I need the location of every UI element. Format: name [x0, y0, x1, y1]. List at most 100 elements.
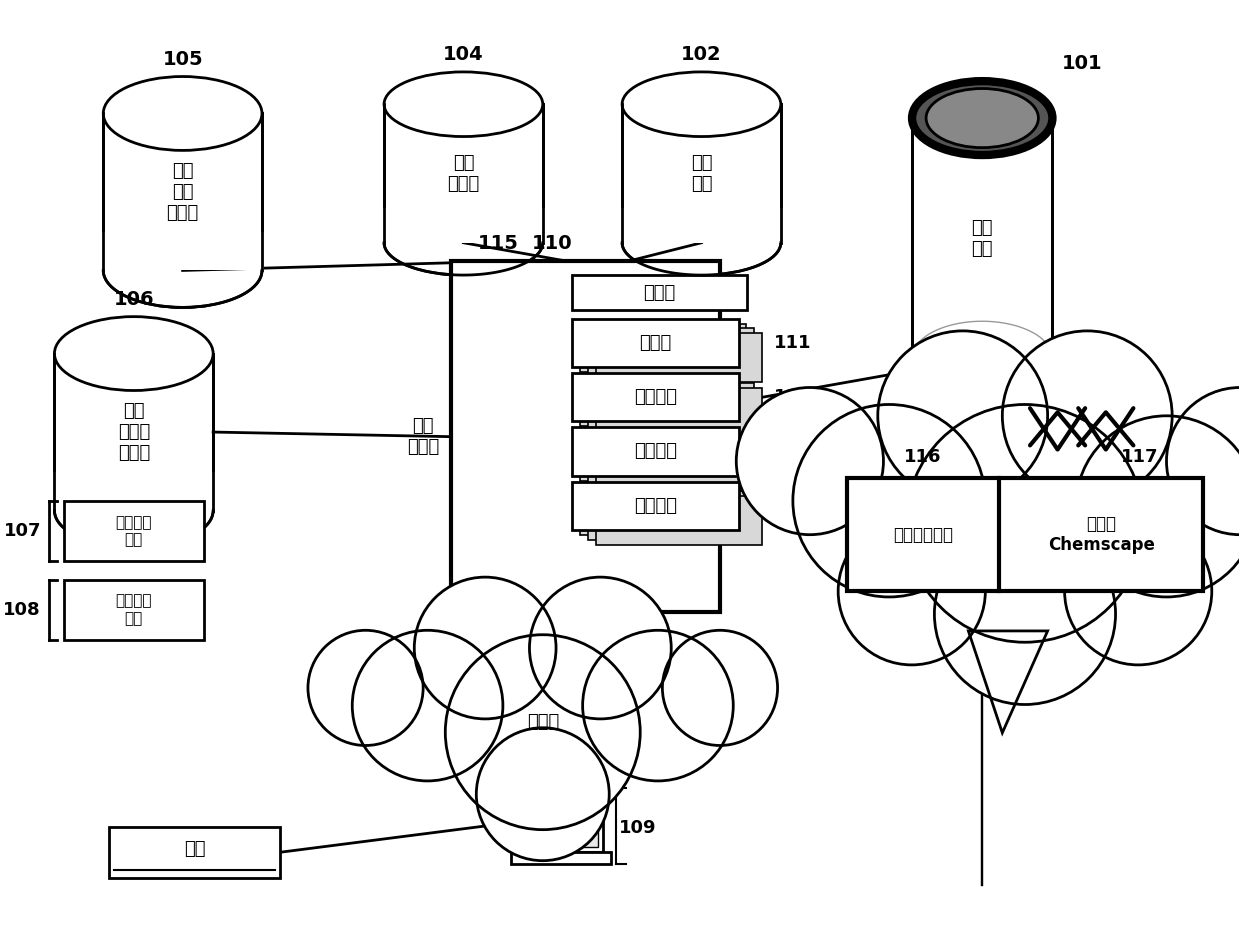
- Text: 103: 103: [525, 632, 565, 651]
- Bar: [525, 794, 598, 847]
- Bar: [572, 275, 746, 310]
- Text: 导入模块: 导入模块: [634, 388, 677, 406]
- Bar: [102, 270, 264, 308]
- Text: 105: 105: [162, 50, 203, 68]
- Circle shape: [308, 630, 423, 746]
- Bar: [588, 437, 754, 486]
- Text: 113: 113: [774, 443, 811, 461]
- Text: 演示模块: 演示模块: [634, 497, 677, 515]
- Bar: [52, 472, 215, 510]
- Bar: [620, 208, 782, 243]
- Text: 处理器: 处理器: [644, 284, 676, 302]
- Ellipse shape: [103, 234, 262, 308]
- Bar: [63, 580, 205, 640]
- Bar: [451, 261, 719, 613]
- Text: 辅助数据
结构: 辅助数据 结构: [115, 594, 153, 626]
- Text: 116: 116: [904, 448, 942, 466]
- Circle shape: [529, 577, 671, 719]
- Bar: [588, 492, 754, 540]
- Bar: [572, 427, 739, 476]
- Bar: [588, 383, 754, 431]
- Circle shape: [906, 404, 1143, 643]
- Text: 108: 108: [4, 601, 41, 619]
- Bar: [595, 496, 763, 545]
- Bar: [384, 104, 543, 243]
- Circle shape: [662, 630, 777, 746]
- Text: 104: 104: [443, 45, 484, 64]
- Text: 存储器: 存储器: [639, 334, 671, 352]
- Circle shape: [737, 387, 883, 535]
- Text: 因特网: 因特网: [527, 713, 559, 732]
- Bar: [580, 487, 746, 535]
- Text: 公共
数据库: 公共 数据库: [448, 154, 480, 193]
- Ellipse shape: [384, 72, 543, 137]
- Ellipse shape: [55, 317, 213, 390]
- Bar: [580, 378, 746, 426]
- Text: 智慧芽数据库: 智慧芽数据库: [893, 525, 954, 544]
- Bar: [511, 853, 611, 864]
- Bar: [382, 243, 544, 275]
- Bar: [595, 333, 763, 382]
- Bar: [580, 324, 746, 372]
- Ellipse shape: [384, 210, 543, 275]
- Text: 公共
文献: 公共 文献: [691, 154, 712, 193]
- Bar: [382, 208, 544, 243]
- Bar: [847, 478, 1203, 591]
- Bar: [520, 788, 603, 853]
- Bar: [913, 118, 1053, 358]
- Text: 110: 110: [532, 234, 573, 253]
- Bar: [622, 104, 781, 243]
- Bar: [52, 510, 215, 548]
- Bar: [572, 319, 739, 367]
- Circle shape: [792, 404, 986, 597]
- Text: 法律
信息: 法律 信息: [971, 219, 993, 258]
- Text: 智慧芽
Chemscape: 智慧芽 Chemscape: [1048, 515, 1154, 554]
- Text: 101: 101: [1063, 54, 1102, 73]
- Text: 115: 115: [477, 234, 518, 253]
- Bar: [572, 481, 739, 530]
- Ellipse shape: [103, 77, 262, 150]
- Text: 药物
信息学
数据库: 药物 信息学 数据库: [118, 402, 150, 461]
- Ellipse shape: [622, 72, 781, 137]
- Circle shape: [414, 577, 556, 719]
- Bar: [103, 113, 262, 270]
- Bar: [620, 243, 782, 275]
- Text: 111: 111: [774, 334, 811, 352]
- Bar: [595, 387, 763, 436]
- Text: 主要数据
结构: 主要数据 结构: [115, 515, 153, 548]
- Circle shape: [445, 635, 640, 829]
- Circle shape: [1076, 416, 1240, 597]
- Text: 117: 117: [1121, 448, 1158, 466]
- Polygon shape: [968, 631, 1048, 733]
- Bar: [102, 232, 264, 270]
- Text: 109: 109: [619, 819, 657, 837]
- Bar: [109, 826, 280, 878]
- Text: 114: 114: [774, 497, 811, 515]
- Circle shape: [583, 630, 733, 781]
- Circle shape: [935, 523, 1116, 704]
- Circle shape: [1065, 518, 1211, 665]
- Circle shape: [476, 728, 609, 861]
- Bar: [572, 373, 739, 421]
- Text: 网络
服务器: 网络 服务器: [407, 417, 439, 456]
- Bar: [588, 328, 754, 377]
- Circle shape: [1002, 331, 1172, 501]
- Circle shape: [878, 331, 1048, 501]
- Circle shape: [352, 630, 503, 781]
- Ellipse shape: [913, 82, 1053, 155]
- Bar: [63, 501, 205, 561]
- Bar: [580, 432, 746, 480]
- Text: 用户: 用户: [184, 840, 206, 858]
- Text: 112: 112: [774, 388, 811, 406]
- Ellipse shape: [55, 474, 213, 548]
- Ellipse shape: [926, 88, 1038, 147]
- Bar: [55, 354, 213, 510]
- Text: 搜索模块: 搜索模块: [634, 443, 677, 461]
- Ellipse shape: [622, 210, 781, 275]
- Text: 化学
公司
数据库: 化学 公司 数据库: [166, 162, 198, 221]
- Bar: [595, 442, 763, 491]
- Text: 107: 107: [4, 522, 41, 540]
- Circle shape: [1167, 387, 1240, 535]
- Text: 106: 106: [114, 290, 154, 309]
- Text: 102: 102: [681, 45, 722, 64]
